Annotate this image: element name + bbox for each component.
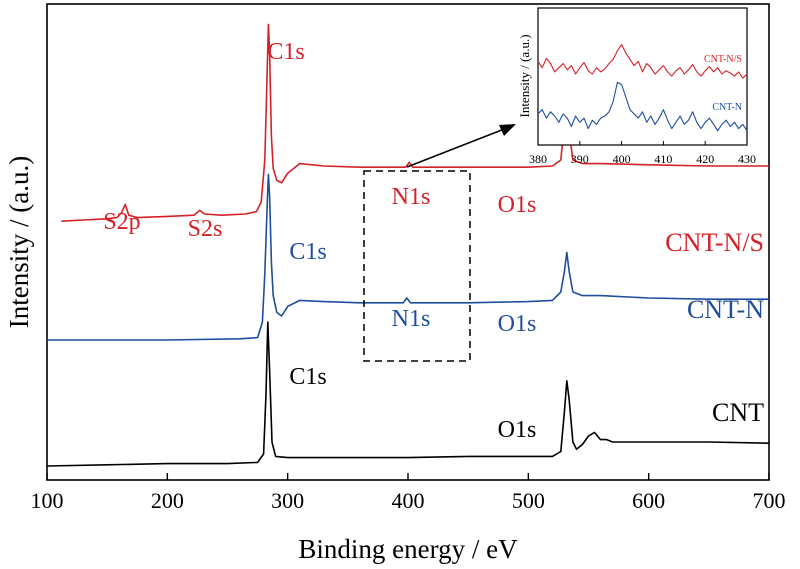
- zoom-arrow: [406, 125, 513, 168]
- x-tick-label: 600: [632, 488, 665, 513]
- series-line-cnt-n: [47, 173, 769, 341]
- peak-label-o1s: O1s: [498, 417, 537, 443]
- x-tick-label: 200: [151, 488, 184, 513]
- x-tick-label: 400: [392, 488, 425, 513]
- peak-label-n1s: N1s: [392, 306, 431, 332]
- inset-series-line-cnt-n: [537, 81, 748, 132]
- peak-label-n1s: N1s: [392, 184, 431, 210]
- inset-frame: [537, 7, 748, 146]
- inset-series: [537, 44, 748, 132]
- peak-label-c1s: C1s: [289, 364, 326, 390]
- series-line-cnt: [46, 321, 770, 467]
- inset-chart: 380 390 400 410 420 430 Intensity / (a.u.) CN…: [517, 7, 756, 166]
- inset-x-tick-label: 410: [654, 152, 672, 166]
- x-tick-label: 300: [271, 488, 304, 513]
- peak-label-s2p: S2p: [103, 209, 140, 235]
- inset-series-label-cnt-n-s: CNT-N/S: [704, 54, 742, 65]
- series-label-cnt: CNT: [712, 398, 764, 427]
- peak-labels-cnt-n-s: C1s S2p S2s N1s O1s: [103, 39, 536, 242]
- peak-label-o1s: O1s: [498, 192, 537, 218]
- peak-label-c1s: C1s: [289, 239, 326, 265]
- series-label-cnt-n-s: CNT-N/S: [665, 228, 764, 257]
- peak-label-o1s: O1s: [498, 311, 537, 337]
- inset-x-tick-label: 430: [738, 152, 756, 166]
- x-tick-label: 500: [512, 488, 545, 513]
- inset-x-ticks: 380 390 400 410 420 430: [529, 141, 756, 166]
- x-axis-ticks: 100 200 300 400 500 600 700: [31, 473, 786, 513]
- y-axis-title: Intensity / (a.u.): [4, 156, 34, 328]
- inset-x-tick-label: 390: [571, 152, 589, 166]
- x-tick-label: 100: [31, 488, 64, 513]
- x-tick-label: 700: [753, 488, 786, 513]
- peak-labels-cnt: C1s O1s: [289, 364, 536, 443]
- peak-labels-cnt-n: C1s N1s O1s: [289, 239, 536, 337]
- inset-series-label-cnt-n: CNT-N: [712, 102, 742, 113]
- inset-x-tick-label: 420: [696, 152, 714, 166]
- zoom-arrow-head: [499, 124, 516, 136]
- peak-label-c1s: C1s: [267, 39, 304, 65]
- zoom-box: [363, 170, 471, 362]
- peak-label-s2s: S2s: [188, 216, 223, 242]
- series-label-cnt-n: CNT-N: [687, 295, 764, 324]
- x-axis-title: Binding energy / eV: [298, 534, 518, 564]
- inset-x-tick-label: 400: [613, 152, 631, 166]
- inset-series-line-cnt-n-s: [537, 44, 748, 79]
- inset-y-axis-title: Intensity / (a.u.): [517, 34, 532, 117]
- inset-x-tick-label: 380: [529, 152, 547, 166]
